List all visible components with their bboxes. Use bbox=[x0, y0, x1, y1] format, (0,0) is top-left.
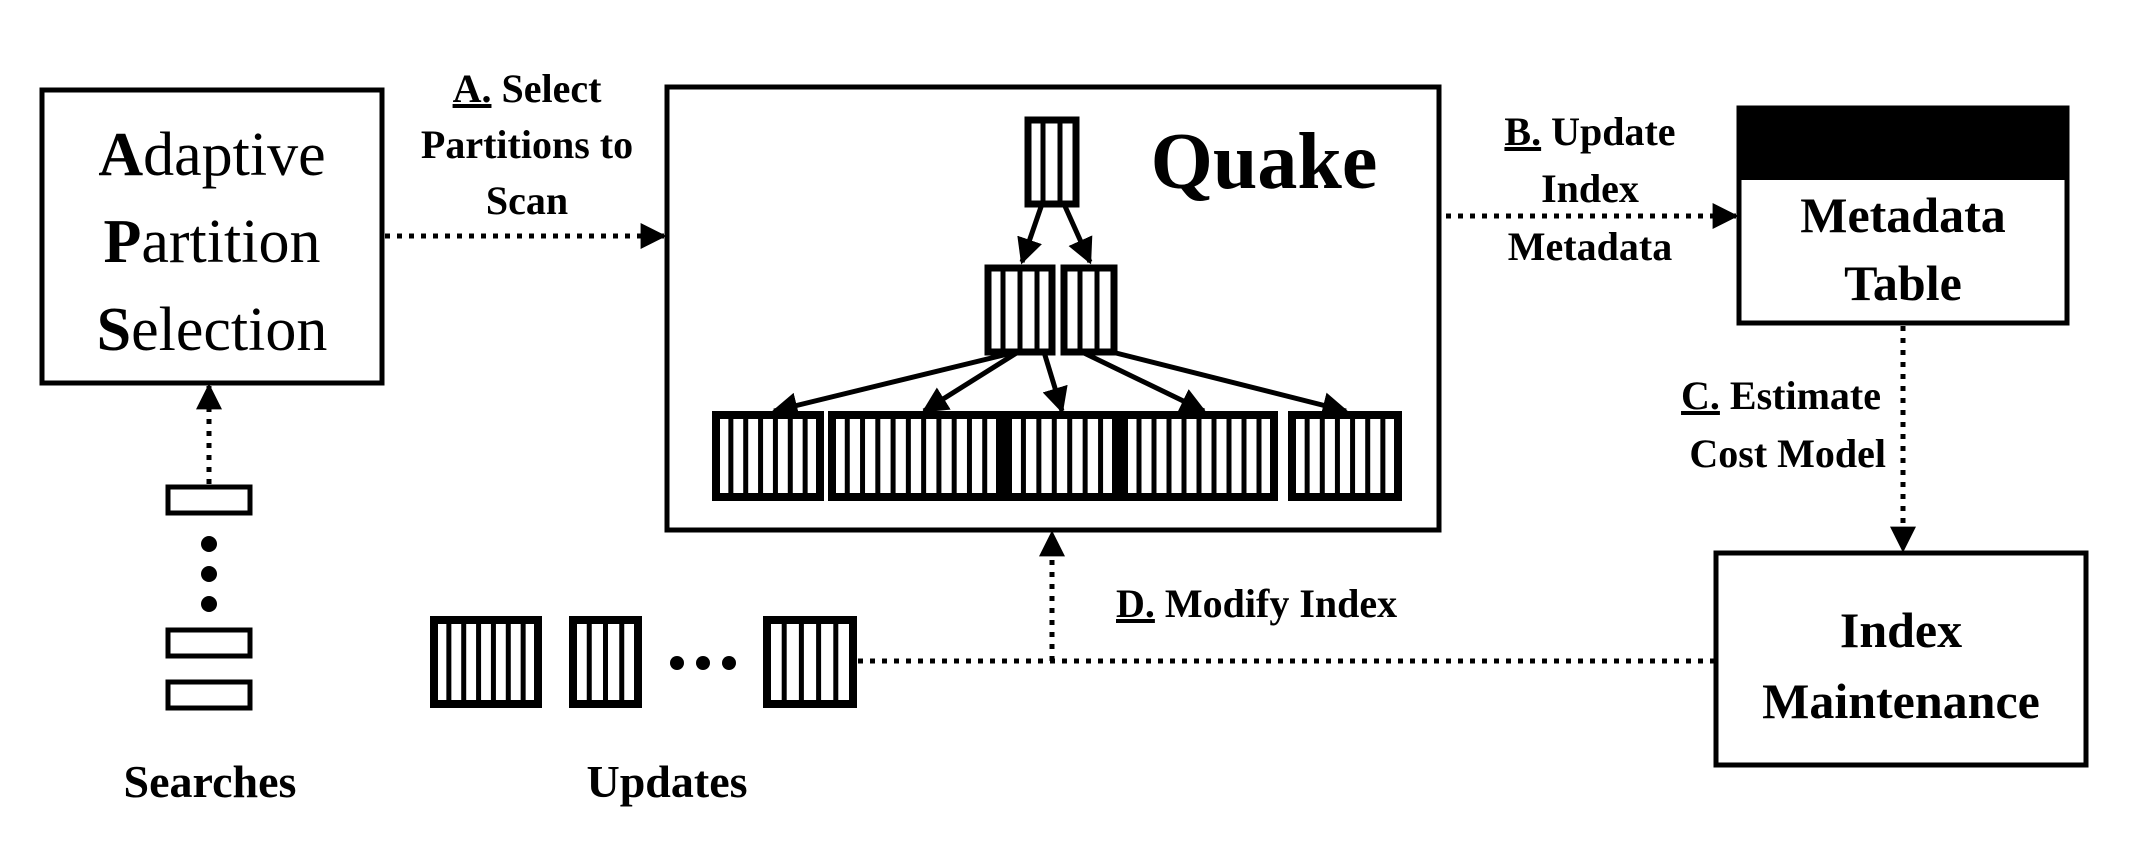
ellipsis-dot bbox=[201, 566, 217, 582]
step-c-label: C. Estimate Cost Model bbox=[1681, 373, 1886, 476]
ellipsis-dot bbox=[722, 656, 736, 670]
searches-queue bbox=[165, 484, 253, 711]
tree-arrow bbox=[1017, 203, 1045, 265]
updates-label: Updates bbox=[586, 756, 747, 807]
aps-line-3: Selection bbox=[97, 296, 328, 364]
step-a-label: A. Select Partitions to Scan bbox=[421, 66, 633, 223]
tree-arrow bbox=[771, 349, 1017, 419]
step-b-label: B. Update Index Metadata bbox=[1504, 109, 1675, 269]
quake-mid-partition bbox=[1060, 264, 1118, 356]
metadata-table-header-bar bbox=[1739, 108, 2067, 180]
svg-text:Partitions to: Partitions to bbox=[421, 122, 633, 167]
update-batch bbox=[569, 616, 642, 708]
quake-leaf-partition bbox=[828, 411, 1004, 501]
search-query bbox=[165, 679, 253, 711]
index-maintenance-label: Index bbox=[1840, 602, 1962, 658]
svg-text:D.Modify Index: D. Modify Index bbox=[1116, 581, 1397, 626]
ellipsis-dot bbox=[201, 536, 217, 552]
ellipsis-dot bbox=[201, 596, 217, 612]
metadata-table-label: Metadata bbox=[1800, 187, 2006, 243]
index-maintenance-label: Maintenance bbox=[1762, 673, 2040, 729]
svg-text:Metadata: Metadata bbox=[1508, 224, 1672, 269]
tree-arrow bbox=[1080, 349, 1207, 414]
search-query bbox=[165, 484, 253, 516]
aps-line-2: Partition bbox=[104, 208, 321, 276]
ellipsis-dot bbox=[670, 656, 684, 670]
tree-arrow bbox=[1041, 351, 1068, 414]
metadata-table-box: Metadata Table bbox=[1736, 105, 2070, 326]
quake-leaf-partition bbox=[1004, 411, 1120, 501]
quake-leaf-partition bbox=[1288, 411, 1402, 501]
metadata-table-label: Table bbox=[1844, 255, 1962, 311]
update-batch bbox=[763, 616, 857, 708]
svg-text:Scan: Scan bbox=[486, 178, 568, 223]
quake-leaf-partition bbox=[712, 411, 824, 501]
quake-root-partition bbox=[1024, 116, 1080, 208]
svg-text:Index: Index bbox=[1541, 166, 1639, 211]
aps-line-1: Adaptive bbox=[98, 121, 325, 189]
svg-text:A.Select: A. Select bbox=[453, 66, 603, 111]
svg-text:Cost Model: Cost Model bbox=[1689, 431, 1886, 476]
step-d-label: D. Modify Index bbox=[1116, 581, 1397, 626]
searches-label: Searches bbox=[124, 756, 297, 807]
ellipsis-dot bbox=[696, 656, 710, 670]
updates-queue bbox=[430, 616, 857, 708]
svg-text:C.Estimate: C. Estimate bbox=[1681, 373, 1881, 418]
tree-arrow bbox=[1111, 349, 1349, 418]
quake-title: Quake bbox=[1151, 118, 1378, 206]
quake-mid-partition bbox=[984, 264, 1056, 356]
index-maintenance-box: Index Maintenance bbox=[1713, 550, 2089, 768]
search-query bbox=[165, 627, 253, 659]
quake-leaf-partitions bbox=[712, 411, 1402, 501]
tree-arrow bbox=[921, 349, 1020, 414]
tree-arrow bbox=[1061, 202, 1093, 265]
adaptive-partition-selection-box: Adaptive Partition Selection bbox=[39, 87, 385, 386]
update-batch bbox=[430, 616, 542, 708]
quake-leaf-partition bbox=[1120, 411, 1278, 501]
svg-text:B.Update: B. Update bbox=[1504, 109, 1675, 154]
